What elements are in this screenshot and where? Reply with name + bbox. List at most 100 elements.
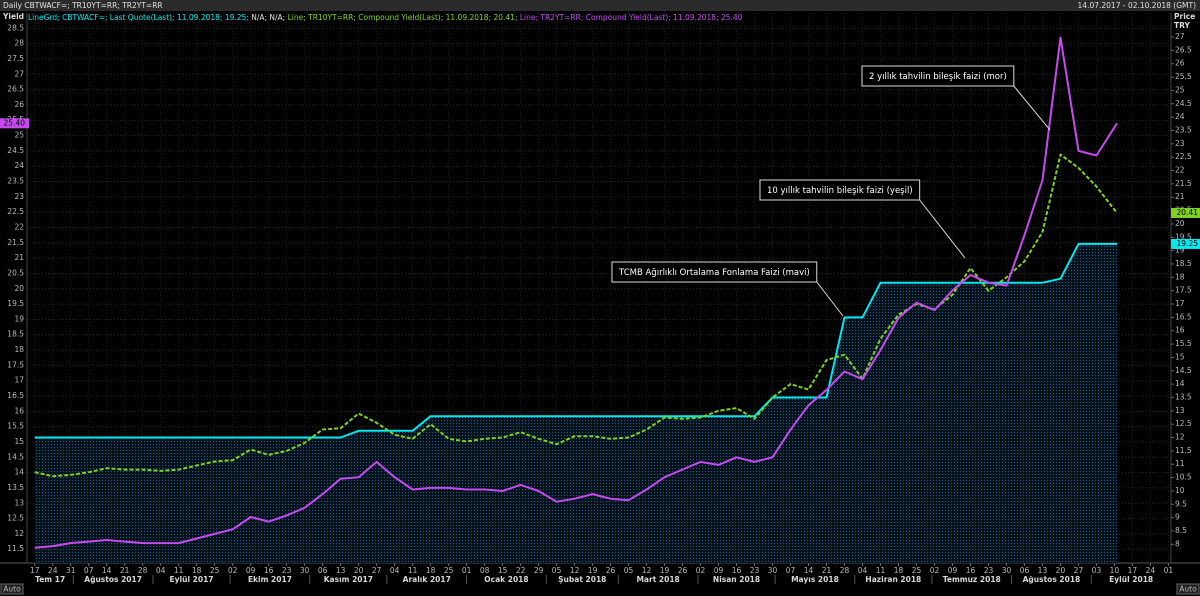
y2-tick-label: 27 [1175,32,1185,41]
x-tick-label: 25 [444,566,454,575]
value-badge-label: 20.41 [1177,208,1199,217]
x-tick-label: 02 [228,566,238,575]
x-tick-label: 28 [840,566,850,575]
legend-entry: N/A; N/A; [251,13,285,22]
y-tick-label: 14 [14,468,24,477]
y2-tick-label: 13 [1175,406,1185,415]
date-range: 14.07.2017 - 02.10.2018 (GMT) [1078,1,1197,10]
y2-tick-label: 22.5 [1175,152,1192,161]
x-tick-label: 28 [138,566,148,575]
y-tick-label: 26.5 [7,85,24,94]
y2-tick-label: 12.5 [1175,419,1192,428]
x-tick-label: 05 [552,566,562,575]
x-tick-label: 24 [1146,566,1156,575]
y-tick-label: 24 [14,161,24,170]
x-tick-label: 01 [1164,566,1174,575]
x-tick-label: 09 [246,566,256,575]
x-tick-label: 13 [1038,566,1048,575]
plot [34,36,1118,563]
month-label: Haziran 2018 [865,575,921,584]
x-tick-label: 02 [696,566,706,575]
y2-tick-label: 17.5 [1175,286,1192,295]
x-tick-label: 25 [210,566,220,575]
grid: 11.5 12 12.5 13 13.5 14 14.5 15 15.5 16 16.5 17 17.5… [7,13,1192,584]
y-tick-label: 23.5 [7,177,24,186]
y-tick-label: 27 [14,69,24,78]
y2-tick-label: 14 [1175,379,1185,388]
x-tick-label: 16 [264,566,274,575]
x-tick-label: 10 [1110,566,1120,575]
x-tick-label: 20 [354,566,364,575]
annotation: TCMB Ağırlıklı Ortalama Fonlama Faizi (m… [611,261,844,317]
y-tick-label: 13.5 [7,483,24,492]
y-tick-label: 19 [14,314,24,323]
y2-tick-label: 12 [1175,433,1185,442]
x-tick-label: 04 [156,566,166,575]
auto-button[interactable] [1176,583,1200,595]
x-tick-label: 26 [678,566,688,575]
y-tick-label: 15.5 [7,422,24,431]
x-tick-label: 04 [390,566,400,575]
y-tick-label: 22 [14,222,24,231]
y-tick-label: 15 [14,437,24,446]
month-label: Tem 17 [35,575,65,584]
x-tick-label: 23 [984,566,994,575]
auto-button[interactable] [0,583,24,595]
x-tick-label: 09 [714,566,724,575]
x-tick-label: 23 [282,566,292,575]
y2-tick-label: 22 [1175,166,1185,175]
x-tick-label: 11 [174,566,184,575]
area [34,243,1118,563]
overlay: 19.25 20.41 25.40 LineGrd; CBTWACF=; Last Q… [0,13,1200,317]
y-tick-label: 16 [14,406,24,415]
auto-button-label[interactable]: Auto [1179,585,1197,594]
month-label: Eylül 2017 [170,575,214,584]
x-tick-label: 26 [606,566,616,575]
legend-entry: Line; TR2YT=RR; Compound Yield(Last); 11… [520,13,743,22]
annotation-text: TCMB Ağırlıklı Ortalama Fonlama Faizi (m… [618,268,810,278]
auto-button-label[interactable]: Auto [3,585,21,594]
x-tick-label: 06 [318,566,328,575]
x-tick-label: 19 [588,566,598,575]
y2-tick-label: 20 [1175,219,1185,228]
y-axis-title: Yield [2,12,24,21]
value-badge-label: 19.25 [1177,239,1199,248]
value-badge-label: 25.40 [4,118,26,127]
y-tick-label: 14.5 [7,452,24,461]
y2-tick-label: 19.5 [1175,232,1192,241]
month-label: Ağustos 2017 [84,575,142,584]
y-tick-label: 18.5 [7,330,24,339]
x-tick-label: 18 [192,566,202,575]
x-tick-label: 05 [624,566,634,575]
y-tick-label: 26 [14,100,24,109]
x-tick-label: 09 [948,566,958,575]
x-tick-label: 08 [480,566,490,575]
y-tick-label: 19.5 [7,299,24,308]
y-tick-label: 21 [14,253,24,262]
y2-tick-label: 8.5 [1175,526,1187,535]
x-tick-label: 19 [660,566,670,575]
month-label: Ocak 2018 [484,575,528,584]
x-tick-label: 22 [516,566,526,575]
y-tick-label: 22.5 [7,207,24,216]
annotation-connector [816,281,844,317]
x-tick-label: 04 [858,566,868,575]
y2-tick-label: 11 [1175,459,1185,468]
annotation-text: 10 yıllık tahvilin bileşik faizi (yeşil) [767,186,913,196]
y-tick-label: 24.5 [7,146,24,155]
x-tick-label: 16 [966,566,976,575]
value-badge [0,118,29,129]
y2-tick-label: 26 [1175,59,1185,68]
y2-axis-title: Price [1174,12,1195,21]
header-bar [0,0,1200,11]
y2-tick-label: 16 [1175,326,1185,335]
legend-entry: Line; TR10YT=RR; Compound Yield(Last); 1… [288,13,518,22]
x-tick-label: 07 [786,566,796,575]
y-tick-label: 13 [14,498,24,507]
x-tick-label: 07 [84,566,94,575]
y-tick-label: 12 [14,529,24,538]
x-tick-label: 31 [66,566,76,575]
value-badge [1171,207,1200,218]
y-tick-label: 11.5 [7,544,24,553]
